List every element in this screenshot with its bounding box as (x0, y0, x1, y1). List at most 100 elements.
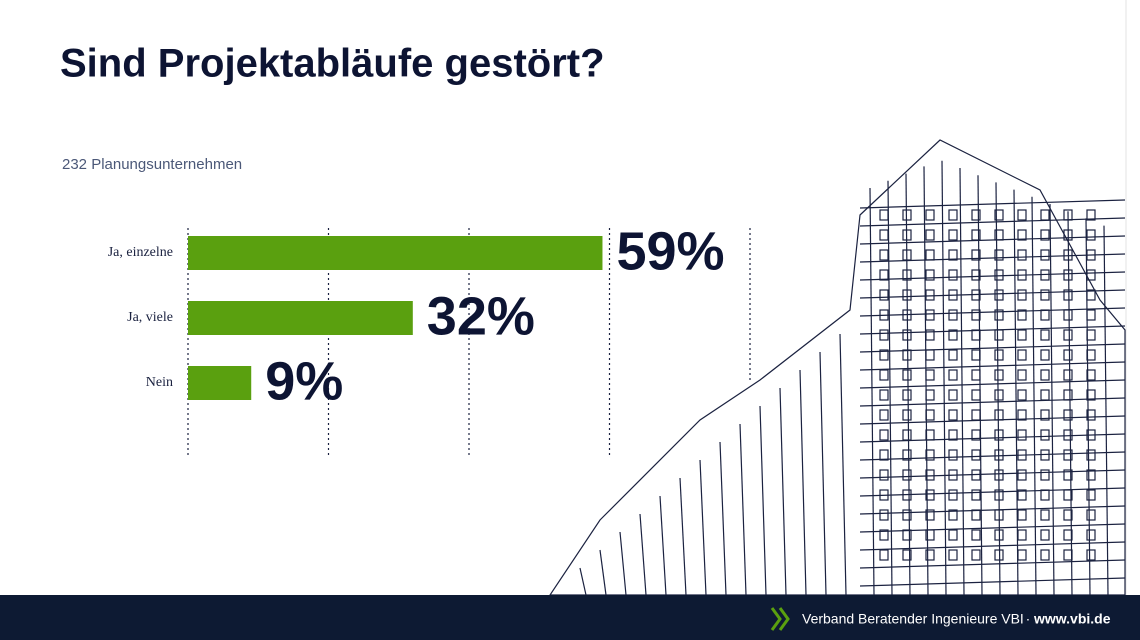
window (902, 409, 912, 421)
window (1017, 529, 1027, 541)
window (994, 509, 1004, 521)
window (1017, 489, 1027, 501)
floor-line (859, 397, 1126, 407)
window (1063, 549, 1073, 561)
window (994, 529, 1004, 541)
column-line (599, 549, 607, 596)
window (994, 449, 1004, 461)
window (1063, 469, 1073, 481)
window (925, 449, 935, 461)
window (1040, 489, 1050, 501)
window (925, 429, 935, 441)
category-label: Ja, einzelne (108, 245, 173, 260)
column-line (619, 531, 627, 596)
window (1017, 409, 1027, 421)
window (1040, 469, 1050, 481)
window (925, 529, 935, 541)
window (994, 249, 1004, 261)
column-line (1049, 203, 1055, 596)
window (1040, 389, 1050, 401)
window (1017, 549, 1027, 561)
window (902, 369, 912, 381)
building-illustration (548, 139, 1126, 596)
value-label: 59% (616, 221, 724, 281)
column-line (819, 351, 827, 596)
window (971, 509, 981, 521)
window (879, 509, 889, 521)
window (1086, 269, 1096, 281)
window (971, 229, 981, 241)
column-line (679, 477, 687, 596)
window (902, 309, 912, 321)
column-line (799, 369, 807, 596)
column-line (759, 405, 767, 596)
window (948, 449, 958, 461)
window (994, 429, 1004, 441)
window (1017, 449, 1027, 461)
window (879, 489, 889, 501)
window (971, 549, 981, 561)
window (902, 229, 912, 241)
window (1017, 509, 1027, 521)
window (902, 449, 912, 461)
window (948, 229, 958, 241)
window (1017, 309, 1027, 321)
chart: Ja, einzelne 59% Ja, viele 32% Nein 9% (108, 221, 751, 455)
window (1040, 249, 1050, 261)
window (971, 309, 981, 321)
window (1040, 289, 1050, 301)
window (1063, 329, 1073, 341)
column-line (1067, 211, 1073, 596)
window (902, 249, 912, 261)
footer-website: www.vbi.de (1033, 611, 1111, 627)
window (1017, 229, 1027, 241)
window (1063, 429, 1073, 441)
window (1086, 429, 1096, 441)
window (994, 229, 1004, 241)
floor-line (859, 451, 1126, 461)
window (1086, 389, 1096, 401)
column-line (941, 160, 947, 596)
window (1017, 349, 1027, 361)
window (948, 329, 958, 341)
window (902, 429, 912, 441)
floor-line (859, 325, 1126, 335)
column-line (719, 441, 727, 596)
window (1040, 269, 1050, 281)
window (948, 209, 958, 221)
window (879, 249, 889, 261)
window (948, 529, 958, 541)
column-line (1013, 189, 1019, 596)
window (902, 269, 912, 281)
window (1063, 489, 1073, 501)
window (879, 529, 889, 541)
logo-chevron (770, 607, 782, 631)
window (925, 469, 935, 481)
floor-line (859, 235, 1126, 245)
window (925, 549, 935, 561)
window (1086, 329, 1096, 341)
window (971, 409, 981, 421)
window (971, 329, 981, 341)
category-label: Ja, viele (127, 310, 173, 325)
window (948, 309, 958, 321)
window (1086, 209, 1096, 221)
window (1063, 249, 1073, 261)
floor-line (859, 271, 1126, 281)
floor-line (859, 577, 1126, 587)
window (902, 209, 912, 221)
window (1086, 309, 1096, 321)
floor-line (859, 523, 1126, 533)
window (971, 389, 981, 401)
window (902, 349, 912, 361)
window (948, 469, 958, 481)
column-line (659, 495, 667, 596)
window (994, 369, 1004, 381)
window (1063, 529, 1073, 541)
floor-line (859, 343, 1126, 353)
window (994, 409, 1004, 421)
window (1017, 249, 1027, 261)
window (948, 429, 958, 441)
window (1063, 229, 1073, 241)
slide-title: Sind Projektabläufe gestört? (60, 42, 605, 86)
